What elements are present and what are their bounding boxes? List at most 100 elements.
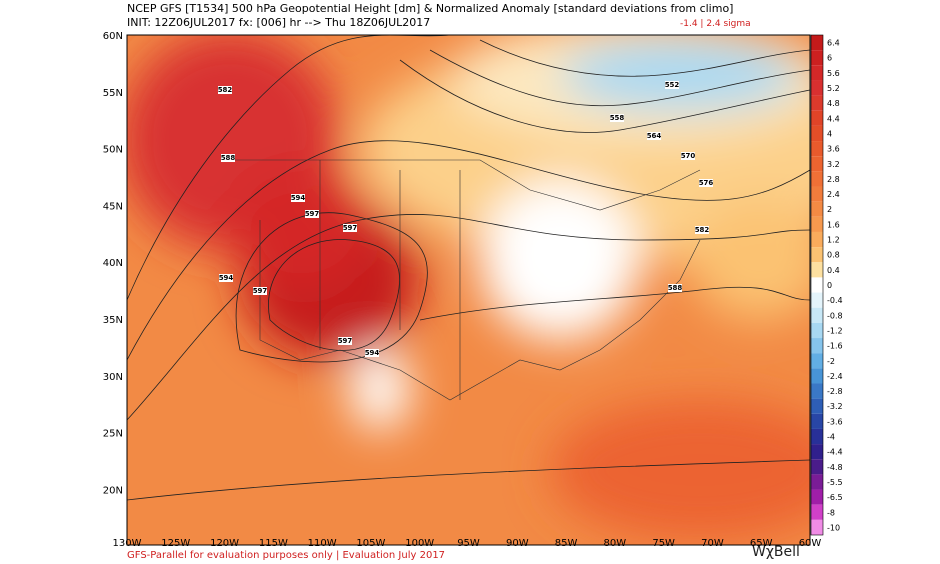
colorbar-swatch — [811, 489, 823, 505]
colorbar-label: -1.2 — [827, 326, 843, 335]
lon-label: 75W — [652, 538, 675, 549]
lon-label: 105W — [356, 538, 385, 549]
colorbar-label: -2 — [827, 357, 835, 366]
contour-label-bg — [253, 287, 267, 295]
contour-label-bg — [365, 349, 379, 357]
colorbar-frame — [810, 34, 824, 536]
map-frame — [126, 34, 811, 546]
colorbar-label: -6.5 — [827, 493, 843, 502]
colorbar-swatch — [811, 277, 823, 293]
contour-label-bg — [338, 337, 352, 345]
colorbar-label: -4 — [827, 433, 835, 442]
colorbar-label: -2.8 — [827, 387, 843, 396]
colorbar-swatch — [811, 353, 823, 369]
colorbar-label: 0.8 — [827, 251, 840, 260]
colorbar-swatch — [811, 247, 823, 263]
contour-label-bg — [610, 114, 624, 122]
colorbar-label: 6.4 — [827, 39, 840, 48]
colorbar-swatch — [811, 504, 823, 520]
colorbar-swatch — [811, 231, 823, 248]
contour-label-bg — [668, 284, 682, 292]
lat-label: 40N — [103, 258, 123, 269]
colorbar-swatch — [811, 80, 823, 96]
contour-label: 594 — [365, 349, 380, 357]
colorbar-label: 3.2 — [827, 160, 840, 169]
contour-label-bg — [665, 81, 679, 89]
map-area — [127, 35, 810, 545]
contour-label-bg — [291, 194, 305, 202]
colorbar-swatch — [811, 368, 823, 384]
colorbar-swatch — [811, 262, 823, 278]
contour-label: 570 — [681, 152, 696, 160]
colorbar-label: 4.4 — [827, 114, 840, 123]
height-contours — [127, 35, 810, 501]
colorbar-swatch — [811, 322, 823, 339]
lat-label: 30N — [103, 372, 123, 383]
logo: WχBell — [752, 544, 800, 560]
lon-label: 95W — [457, 538, 480, 549]
colorbar-swatch — [811, 413, 823, 429]
anomaly-shading — [127, 35, 810, 540]
subtitle: INIT: 12Z06JUL2017 fx: [006] hr --> Thu … — [127, 16, 430, 29]
colorbar-swatch — [811, 307, 823, 323]
footer: GFS-Parallel for evaluation purposes onl… — [127, 550, 445, 561]
lat-label: 50N — [103, 145, 123, 156]
lon-label: 115W — [259, 538, 288, 549]
contour-label: 588 — [221, 154, 236, 162]
colorbar-swatch — [811, 398, 823, 414]
colorbar-swatch — [811, 216, 823, 232]
colorbar-swatch — [811, 35, 823, 51]
contour-label-bg — [695, 226, 709, 234]
lon-label: 85W — [555, 538, 578, 549]
colorbar-label: 0.4 — [827, 266, 840, 275]
contour-label: 564 — [647, 132, 662, 140]
colorbar-label: -0.4 — [827, 296, 843, 305]
colorbar-swatch — [811, 156, 823, 172]
lat-label: 35N — [103, 315, 123, 326]
contour-label: 558 — [610, 114, 625, 122]
lon-label: 100W — [405, 538, 434, 549]
colorbar-swatch — [811, 125, 823, 142]
contour-label-bg — [699, 179, 713, 187]
lat-label: 25N — [103, 429, 123, 440]
contour-label: 597 — [338, 337, 353, 345]
contour-label: 588 — [668, 284, 683, 292]
contour-label: 582 — [218, 86, 233, 94]
colorbar-label: 4.8 — [827, 99, 840, 108]
lon-label: 65W — [750, 538, 773, 549]
contour-label: 582 — [695, 226, 710, 234]
colorbar-swatch — [811, 519, 823, 535]
colorbar-label: -10 — [827, 523, 840, 532]
colorbar-label: -5.5 — [827, 478, 843, 487]
colorbar-label: -4.4 — [827, 448, 843, 457]
colorbar-swatch — [811, 65, 823, 81]
contour-label: 597 — [253, 287, 268, 295]
lon-label: 60W — [799, 538, 822, 549]
lon-label: 130W — [113, 538, 142, 549]
contour-label-bg — [647, 132, 661, 140]
colorbar-label: 5.6 — [827, 69, 840, 78]
colorbar-label: -3.2 — [827, 402, 843, 411]
colorbar-swatch — [811, 110, 823, 126]
colorbar-swatch — [811, 50, 823, 66]
colorbar-label: 1.6 — [827, 220, 840, 229]
colorbar-swatch — [811, 474, 823, 490]
contour-label-bg — [681, 152, 695, 160]
lat-label: 60N — [103, 31, 123, 42]
colorbar-swatch — [811, 171, 823, 187]
lon-label: 80W — [604, 538, 627, 549]
range-note: -1.4 | 2.4 sigma — [680, 19, 751, 29]
colorbar-label: -2.4 — [827, 372, 843, 381]
colorbar-label: 1.2 — [827, 236, 840, 245]
title: NCEP GFS [T1534] 500 hPa Geopotential He… — [127, 2, 733, 15]
colorbar-swatch — [811, 444, 823, 460]
contour-label: 597 — [305, 210, 320, 218]
colorbar-swatch — [811, 428, 823, 445]
colorbar-label: 0 — [827, 281, 832, 290]
lon-label: 125W — [161, 538, 190, 549]
colorbar-label: -0.8 — [827, 311, 843, 320]
colorbar-label: 6 — [827, 54, 832, 63]
colorbar-label: 2.4 — [827, 190, 840, 199]
colorbar-swatch — [811, 141, 823, 157]
